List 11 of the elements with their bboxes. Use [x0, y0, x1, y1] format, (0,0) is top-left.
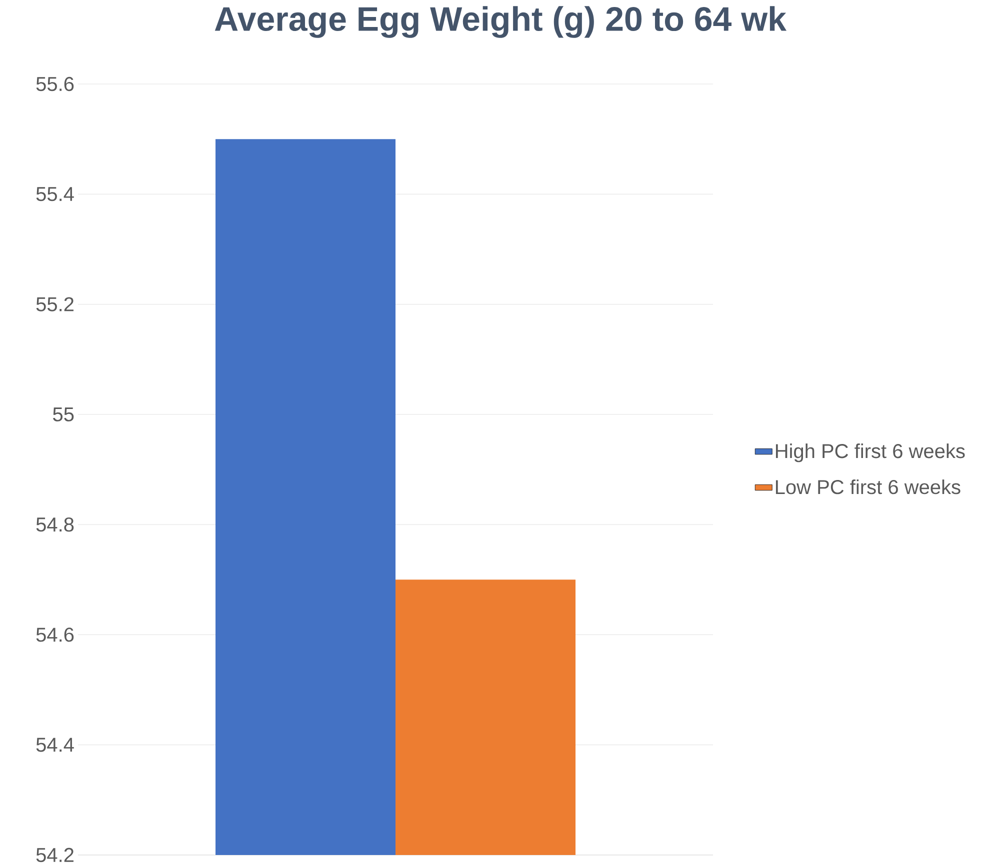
- y-tick-label: 55: [53, 407, 74, 422]
- chart-title: Average Egg Weight (g) 20 to 64 wk: [214, 6, 787, 38]
- y-tick-label: 55.2: [36, 297, 74, 312]
- y-tick-label: 54.6: [36, 628, 74, 642]
- y-tick-label: 54.2: [36, 848, 74, 862]
- y-tick-label: 54.8: [36, 517, 74, 532]
- y-tick-label: 55.6: [36, 76, 74, 92]
- legend-label: Low PC first 6 weeks: [776, 479, 960, 494]
- y-tick-label: 54.4: [36, 738, 74, 752]
- legend-label: High PC first 6 weeks: [776, 444, 965, 462]
- y-tick-label: 55.4: [36, 187, 74, 202]
